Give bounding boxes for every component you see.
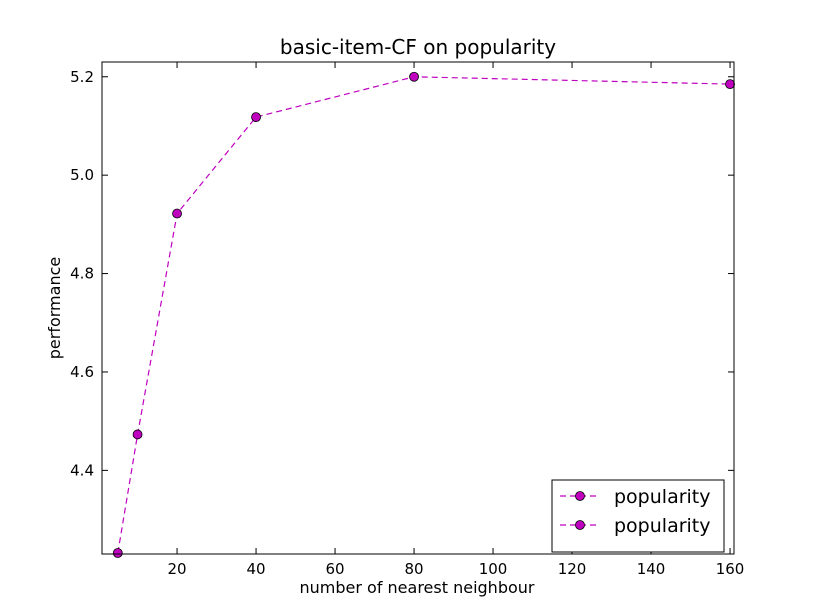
y-tick-label: 5.0 [70,166,94,184]
plot-area [112,71,735,558]
data-point [251,112,261,123]
y-tick-label: 5.2 [70,68,94,86]
data-point [409,71,419,82]
data-point [112,548,123,558]
y-tick-label: 4.4 [70,461,94,479]
x-tick-label: 140 [637,560,666,578]
legend-label: popularity [614,486,711,508]
x-tick-label: 160 [716,560,745,578]
axes-frame [101,61,735,555]
data-point [725,79,735,90]
x-tick-label: 80 [405,560,424,578]
x-tick-label: 60 [326,560,345,578]
axis-ticks: 20 40 60 80 100 120 140 160 4.4 4.6 4.8 5.0 5.2 [70,62,744,578]
x-axis-label: number of nearest neighbour [300,578,535,597]
legend-label: popularity [614,515,711,537]
x-tick-label: 20 [168,560,187,578]
legend-marker [575,520,585,530]
data-point [132,429,143,440]
x-tick-label: 120 [558,560,587,578]
y-tick-label: 4.6 [70,363,94,381]
x-tick-label: 100 [479,560,508,578]
legend-marker [575,491,585,501]
chart-title: basic-item-CF on popularity [280,35,556,59]
x-tick-label: 40 [247,560,266,578]
data-point [172,208,182,219]
series-line-popularity [117,76,731,554]
y-axis-label: performance [45,257,64,359]
legend: popularity popularity [551,479,725,553]
y-tick-label: 4.8 [70,265,94,283]
